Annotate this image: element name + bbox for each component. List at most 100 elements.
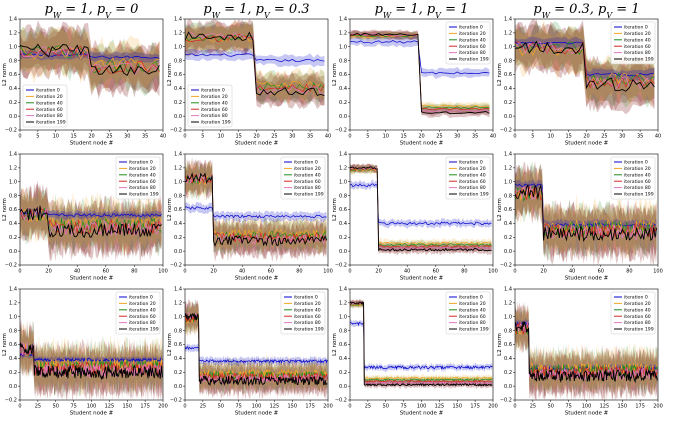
legend-entry: iteration 199 bbox=[459, 57, 489, 63]
x-axis-label: Student node # bbox=[235, 141, 279, 147]
x-tick-label: 60 bbox=[598, 269, 604, 275]
y-tick-label: −0.2 bbox=[170, 128, 182, 134]
y-tick-label: 0.2 bbox=[174, 235, 182, 241]
line-iteration-199 bbox=[20, 205, 162, 238]
legend-entry: iteration 199 bbox=[201, 120, 231, 126]
band-series-1 bbox=[185, 158, 327, 256]
x-tick-label: 100 bbox=[417, 404, 427, 410]
y-tick-label: −0.2 bbox=[5, 128, 17, 134]
y-tick-label: −0.2 bbox=[500, 128, 512, 134]
legend-entry: iteration 40 bbox=[624, 307, 651, 313]
x-tick-label: 20 bbox=[540, 269, 546, 275]
legend-entry: iteration 40 bbox=[459, 307, 486, 313]
x-tick-label: 25 bbox=[106, 134, 112, 140]
y-tick-label: 1.4 bbox=[174, 152, 182, 158]
y-tick-label: 0.2 bbox=[339, 370, 347, 376]
line-iteration-0 bbox=[515, 183, 657, 227]
y-tick-label: 1.4 bbox=[504, 287, 512, 293]
x-tick-label: 100 bbox=[158, 269, 168, 275]
legend-entry: iteration 199 bbox=[129, 192, 159, 198]
y-tick-label: 1.2 bbox=[174, 301, 182, 307]
x-tick-label: 5 bbox=[201, 134, 204, 140]
y-tick-label: 0.2 bbox=[9, 100, 17, 106]
x-tick-label: 125 bbox=[435, 404, 445, 410]
legend-entry: iteration 199 bbox=[459, 327, 489, 333]
x-tick-label: 35 bbox=[637, 134, 643, 140]
legend-entry: iteration 0 bbox=[459, 295, 483, 301]
x-tick-label: 200 bbox=[653, 404, 663, 410]
y-tick-label: 1.2 bbox=[339, 31, 347, 37]
x-tick-label: 10 bbox=[548, 134, 554, 140]
band-series-4 bbox=[515, 162, 657, 265]
x-tick-label: 0 bbox=[183, 134, 186, 140]
line-iteration-60 bbox=[350, 302, 493, 384]
band-series-1 bbox=[185, 299, 328, 394]
y-tick-label: 0.2 bbox=[339, 235, 347, 241]
legend-entry: iteration 40 bbox=[624, 172, 651, 178]
x-tick-label: 0 bbox=[348, 269, 351, 275]
band-series-4 bbox=[20, 180, 162, 262]
x-tick-label: 0 bbox=[183, 269, 186, 275]
y-tick-label: 0.8 bbox=[9, 328, 17, 334]
legend-entry: iteration 20 bbox=[201, 94, 228, 100]
legend-entry: iteration 0 bbox=[624, 160, 648, 166]
band-series-0 bbox=[350, 318, 493, 373]
y-tick-label: 0.8 bbox=[339, 328, 347, 334]
legend-entry: iteration 40 bbox=[459, 172, 486, 178]
x-tick-label: 125 bbox=[105, 404, 115, 410]
legend-entry: iteration 199 bbox=[36, 120, 66, 126]
legend-entry: iteration 60 bbox=[36, 107, 63, 113]
x-axis-label: Student node # bbox=[235, 276, 279, 282]
legend-entry: iteration 20 bbox=[294, 301, 321, 307]
x-tick-label: 200 bbox=[158, 404, 168, 410]
panel-r2c2: −0.2 0.0 0.2 0.4 0.6 0.8 1.0 1.2 1.4 0 20 40 60 80 100… bbox=[167, 152, 333, 282]
y-tick-label: 0.8 bbox=[504, 328, 512, 334]
band-series-2 bbox=[185, 158, 327, 258]
legend-entry: iteration 40 bbox=[201, 100, 228, 106]
y-axis-label: L2 norm bbox=[332, 63, 338, 86]
x-tick-label: 60 bbox=[103, 269, 109, 275]
x-tick-label: 80 bbox=[461, 269, 467, 275]
y-tick-label: 0.4 bbox=[339, 356, 347, 362]
y-tick-label: 0.4 bbox=[9, 86, 17, 92]
x-tick-label: 40 bbox=[404, 269, 410, 275]
line-iteration-60 bbox=[20, 205, 162, 235]
line-iteration-80 bbox=[20, 45, 160, 76]
x-axis-label: Student node # bbox=[565, 411, 609, 417]
legend-entry: iteration 199 bbox=[624, 327, 654, 333]
line-iteration-0 bbox=[350, 183, 492, 226]
x-tick-label: 0 bbox=[348, 134, 351, 140]
legend-entry: iteration 60 bbox=[129, 314, 156, 320]
x-tick-label: 25 bbox=[271, 134, 277, 140]
y-tick-label: 0.4 bbox=[9, 356, 17, 362]
y-tick-label: 0.8 bbox=[504, 58, 512, 64]
x-tick-label: 175 bbox=[470, 404, 480, 410]
x-tick-label: 25 bbox=[601, 134, 607, 140]
legend-entry: iteration 199 bbox=[294, 192, 324, 198]
y-tick-label: 0.6 bbox=[9, 72, 17, 78]
legend-entry: iteration 0 bbox=[624, 25, 648, 31]
x-tick-label: 100 bbox=[582, 404, 592, 410]
y-tick-label: 1.4 bbox=[9, 152, 17, 158]
x-tick-label: 0 bbox=[513, 269, 516, 275]
x-tick-label: 100 bbox=[252, 404, 262, 410]
y-tick-label: 0.8 bbox=[9, 193, 17, 199]
y-tick-label: 0.6 bbox=[174, 72, 182, 78]
legend-entry: iteration 0 bbox=[624, 295, 648, 301]
x-axis-label: Student node # bbox=[235, 411, 279, 417]
x-tick-label: 40 bbox=[655, 134, 661, 140]
legend-entry: iteration 40 bbox=[294, 307, 321, 313]
legend-entry: iteration 80 bbox=[36, 113, 63, 119]
x-tick-label: 10 bbox=[53, 134, 59, 140]
band-series-3 bbox=[350, 163, 492, 253]
x-tick-label: 100 bbox=[488, 269, 498, 275]
x-tick-label: 35 bbox=[142, 134, 148, 140]
y-tick-label: 1.0 bbox=[339, 44, 347, 50]
legend-entry: iteration 40 bbox=[129, 172, 156, 178]
legend-entry: iteration 80 bbox=[459, 320, 486, 326]
legend-entry: iteration 20 bbox=[624, 31, 651, 37]
legend-entry: iteration 40 bbox=[624, 37, 651, 43]
legend-entry: iteration 40 bbox=[294, 172, 321, 178]
x-tick-label: 0 bbox=[18, 404, 21, 410]
